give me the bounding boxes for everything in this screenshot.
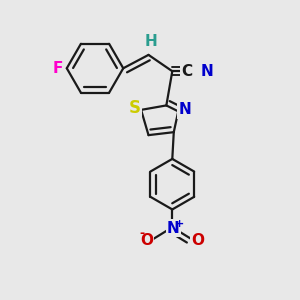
Text: O: O [140,233,153,248]
Text: N: N [178,102,191,117]
Text: C: C [182,64,193,79]
Text: O: O [192,233,205,248]
Text: N: N [167,221,180,236]
Text: +: + [175,219,184,229]
Text: -: - [139,227,144,240]
Text: H: H [145,34,158,49]
Text: F: F [53,61,63,76]
Text: N: N [201,64,213,79]
Text: S: S [128,99,140,117]
